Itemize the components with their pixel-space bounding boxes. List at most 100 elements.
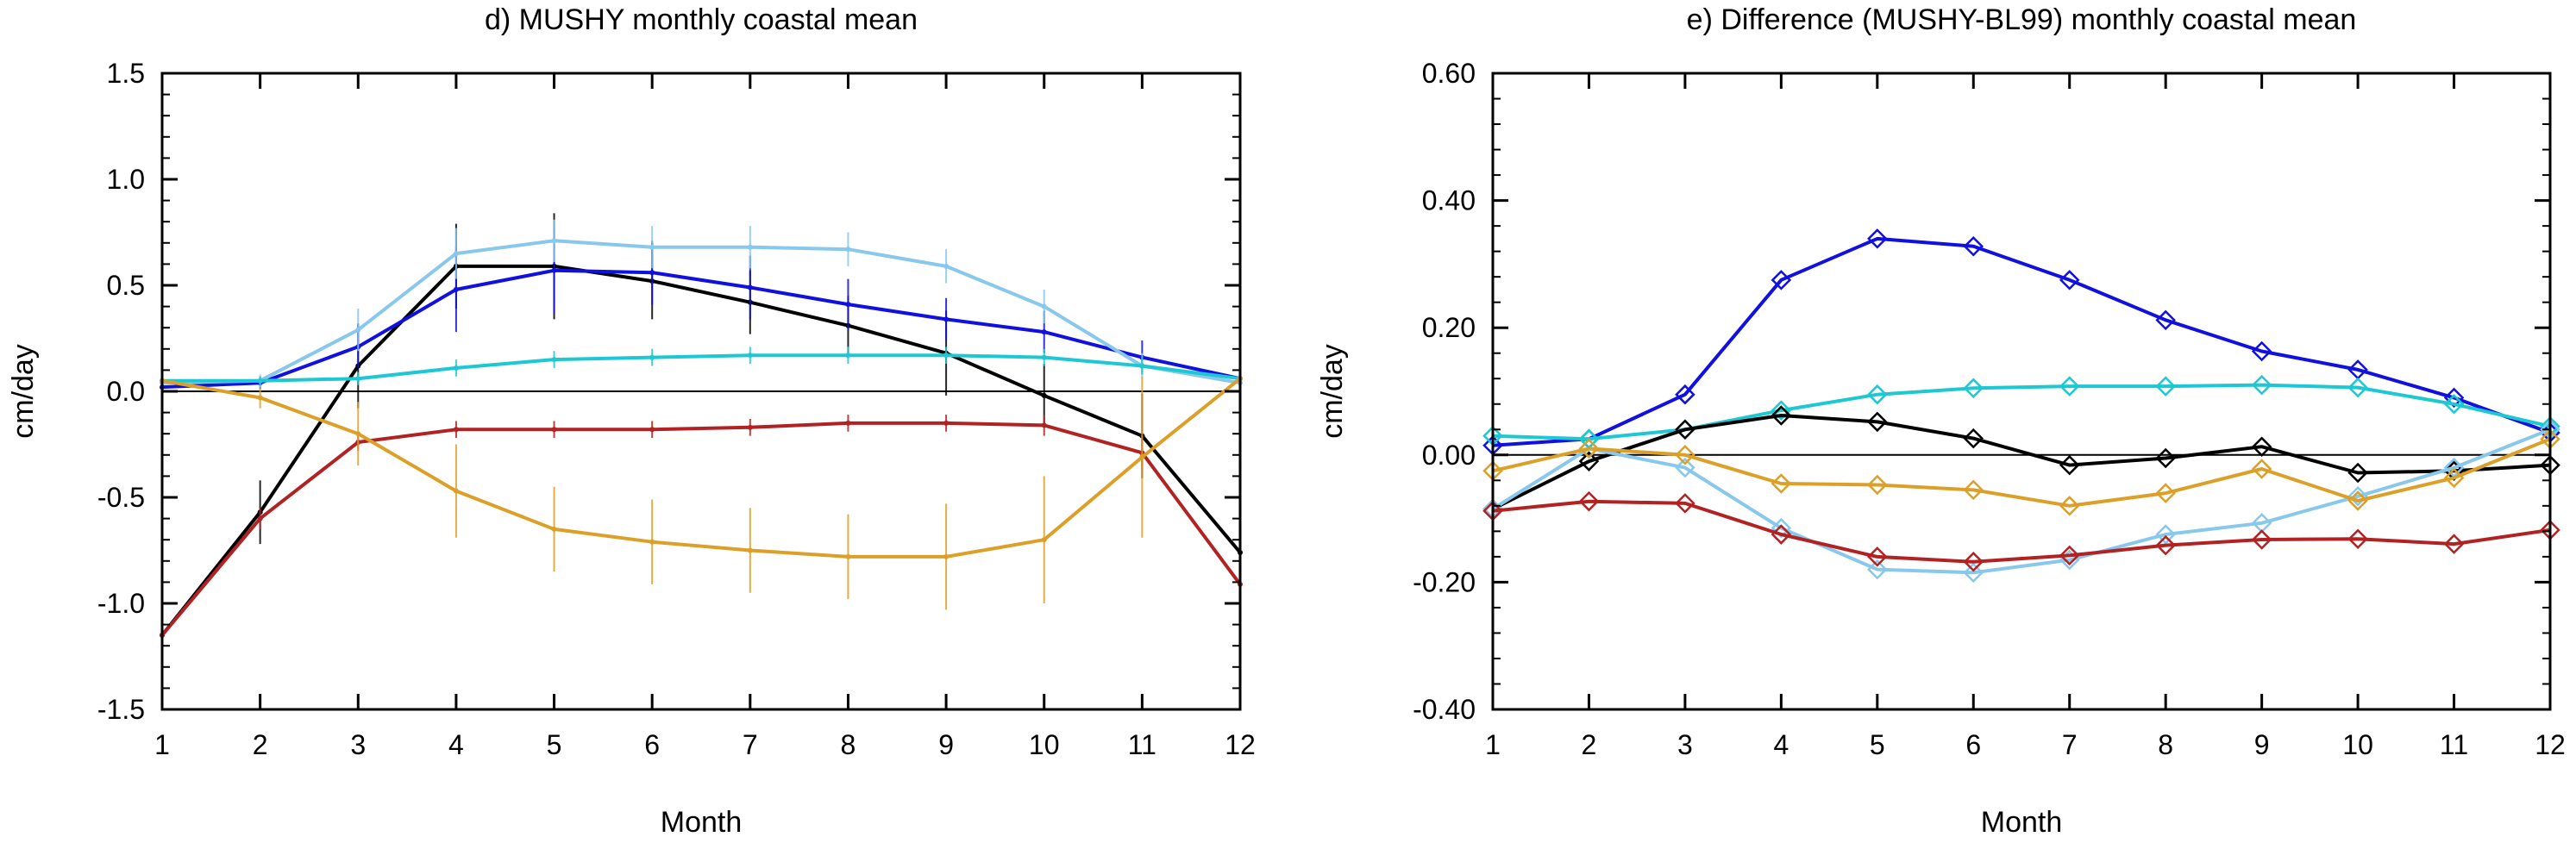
data-point <box>2155 447 2176 469</box>
data-point <box>2251 374 2272 396</box>
data-point <box>1041 537 1047 543</box>
y-axis-label: cm/day <box>7 344 40 439</box>
data-point <box>355 376 361 382</box>
x-tick-label: 1 <box>154 729 170 760</box>
data-point <box>551 526 557 532</box>
data-point <box>2347 490 2368 511</box>
data-point <box>1771 400 1792 421</box>
data-point <box>1771 517 1792 539</box>
data-point <box>1867 384 1888 405</box>
data-point <box>453 286 459 292</box>
data-point <box>551 238 557 244</box>
y-tick-label: -0.40 <box>1413 694 1476 725</box>
data-point <box>747 353 753 359</box>
data-point <box>747 547 753 553</box>
x-tick-label: 6 <box>1965 729 1981 760</box>
x-tick-label: 7 <box>743 729 758 760</box>
x-tick-label: 6 <box>644 729 660 760</box>
data-point <box>1963 479 1984 501</box>
y-tick-label: 0.5 <box>107 270 145 301</box>
data-point <box>2347 528 2368 549</box>
data-point <box>2059 454 2080 476</box>
data-point <box>845 420 851 426</box>
x-tick-label: 2 <box>1582 729 1597 760</box>
x-tick-label: 11 <box>2440 729 2468 760</box>
y-tick-label: -0.20 <box>1413 566 1476 597</box>
data-point <box>453 488 459 494</box>
data-point <box>2059 270 2080 290</box>
data-point <box>551 357 557 363</box>
data-point <box>1041 392 1047 398</box>
data-point <box>1867 546 1888 567</box>
series-red <box>160 415 1243 638</box>
data-point <box>257 378 263 384</box>
series-line <box>161 239 1241 385</box>
data-point <box>2251 436 2272 457</box>
data-point <box>1041 422 1047 428</box>
x-tick-label: 3 <box>1677 729 1693 760</box>
chart-title: d) MUSHY monthly coastal mean <box>485 3 918 36</box>
x-tick-label: 9 <box>938 729 954 760</box>
x-tick-label: 10 <box>1029 729 1060 760</box>
data-point <box>649 354 655 360</box>
data-point <box>2251 459 2272 479</box>
x-tick-label: 8 <box>2158 729 2173 760</box>
series-line <box>1492 499 2551 564</box>
y-tick-label: 0.40 <box>1422 185 1476 216</box>
series-black <box>160 213 1243 638</box>
data-point <box>2155 309 2176 331</box>
data-point <box>2443 534 2465 554</box>
data-point <box>2443 467 2465 489</box>
x-tick-label: 12 <box>2535 729 2566 760</box>
series-line <box>1491 428 2551 575</box>
data-point <box>1675 457 1695 478</box>
y-tick-label: -1.5 <box>97 694 145 725</box>
data-point <box>747 424 753 430</box>
data-point <box>1675 419 1695 440</box>
series-line <box>162 353 1241 383</box>
data-point <box>551 267 557 273</box>
data-point <box>2155 524 2176 545</box>
y-tick-label: 1.0 <box>107 164 145 195</box>
data-point <box>1867 228 1888 249</box>
data-point <box>649 427 655 433</box>
data-point <box>1771 473 1792 494</box>
data-point <box>355 327 361 333</box>
series-line <box>1492 437 2551 508</box>
x-tick-label: 2 <box>253 729 268 760</box>
data-point <box>453 365 459 371</box>
x-tick-label: 4 <box>1773 729 1789 760</box>
data-point <box>747 284 753 290</box>
y-tick-label: 0.0 <box>107 376 145 407</box>
data-point <box>2251 529 2272 550</box>
series-cyan <box>160 347 1243 385</box>
x-tick-label: 4 <box>448 729 464 760</box>
y-tick-label: -0.5 <box>97 482 145 513</box>
data-point <box>1675 384 1695 405</box>
x-tick-label: 5 <box>547 729 562 760</box>
data-point <box>257 395 263 401</box>
y-tick-label: -1.0 <box>97 588 145 619</box>
data-point <box>1867 411 1888 433</box>
data-point <box>2059 376 2080 397</box>
data-point <box>2155 376 2176 397</box>
data-point <box>2251 340 2272 362</box>
data-point <box>649 244 655 250</box>
data-point <box>1771 405 1792 426</box>
data-point <box>2155 483 2176 503</box>
panel-e-difference-monthly-mean: e) Difference (MUSHY-BL99) monthly coast… <box>1316 3 2566 839</box>
data-point <box>1578 451 1600 471</box>
x-tick-label: 5 <box>1870 729 1885 760</box>
series-blue <box>160 228 1243 390</box>
series-blue <box>1482 228 2560 456</box>
series-line <box>1492 414 2551 511</box>
series-line <box>161 377 1242 559</box>
data-point <box>1139 363 1145 369</box>
series-red <box>1482 490 2560 572</box>
y-tick-label: 0.20 <box>1422 312 1476 343</box>
data-point <box>453 251 459 257</box>
data-point <box>2059 496 2080 516</box>
data-point <box>1139 454 1145 460</box>
